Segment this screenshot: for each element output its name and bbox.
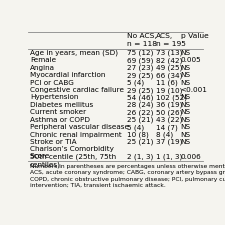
Text: NS: NS	[181, 72, 191, 78]
Text: 37 (19): 37 (19)	[156, 139, 183, 146]
Text: 36 (19): 36 (19)	[156, 102, 183, 108]
Text: NS: NS	[181, 132, 191, 137]
Text: 5 (4): 5 (4)	[127, 124, 144, 131]
Text: 54 (46): 54 (46)	[127, 94, 153, 101]
Text: 50 (26): 50 (26)	[156, 109, 183, 116]
Text: 66 (34): 66 (34)	[156, 72, 183, 79]
Text: 27 (23): 27 (23)	[127, 65, 153, 71]
Text: 19 (10): 19 (10)	[156, 87, 183, 94]
Text: NS: NS	[181, 139, 191, 145]
Text: 8 (4): 8 (4)	[156, 132, 173, 138]
Text: 0.005: 0.005	[181, 57, 201, 63]
Text: 73 (13): 73 (13)	[156, 50, 183, 56]
Text: NS: NS	[181, 50, 191, 56]
Text: Female: Female	[30, 57, 56, 63]
Text: Current smoker: Current smoker	[30, 109, 86, 115]
Text: NS: NS	[181, 109, 191, 115]
Text: 10 (8): 10 (8)	[127, 132, 148, 138]
Text: 82 (42): 82 (42)	[156, 57, 183, 64]
Text: 25 (21): 25 (21)	[127, 139, 153, 146]
Text: 102 (52): 102 (52)	[156, 94, 187, 101]
Text: <0.001: <0.001	[181, 87, 208, 93]
Text: 11 (6): 11 (6)	[156, 80, 178, 86]
Text: NS: NS	[181, 117, 191, 123]
Text: NS: NS	[181, 94, 191, 100]
Text: 28 (24): 28 (24)	[127, 102, 153, 108]
Text: 5 (4): 5 (4)	[127, 80, 144, 86]
Text: 69 (59): 69 (59)	[127, 57, 153, 64]
Text: Angina: Angina	[30, 65, 55, 71]
Text: Peripheral vascular disease: Peripheral vascular disease	[30, 124, 129, 130]
Text: 29 (25): 29 (25)	[127, 87, 153, 94]
Text: 14 (7): 14 (7)	[156, 124, 178, 131]
Text: PCI or CABG: PCI or CABG	[30, 80, 74, 86]
Text: 75 (12): 75 (12)	[127, 50, 153, 56]
Text: Charlson’s Comorbidity
Score: Charlson’s Comorbidity Score	[30, 146, 114, 160]
Text: p Value: p Value	[181, 33, 208, 39]
Text: Hypertension: Hypertension	[30, 94, 78, 100]
Text: 1 (1, 3): 1 (1, 3)	[156, 154, 182, 160]
Text: 50th centile (25th, 75th
centiles): 50th centile (25th, 75th centiles)	[30, 154, 116, 168]
Text: 49 (25): 49 (25)	[156, 65, 183, 71]
Text: Chronic renal impairment: Chronic renal impairment	[30, 132, 122, 137]
Text: No ACS,
n = 118: No ACS, n = 118	[127, 33, 157, 47]
Text: Age in years, mean (SD): Age in years, mean (SD)	[30, 50, 118, 56]
Text: NS: NS	[181, 65, 191, 71]
Text: 25 (21): 25 (21)	[127, 117, 153, 123]
Text: 2 (1, 3): 2 (1, 3)	[127, 154, 153, 160]
Text: Diabetes mellitus: Diabetes mellitus	[30, 102, 93, 108]
Text: Numbers in parentheses are percentages unless otherwise mentioned
ACS, acute cor: Numbers in parentheses are percentages u…	[30, 164, 225, 188]
Text: NS: NS	[181, 124, 191, 130]
Text: Stroke or TIA: Stroke or TIA	[30, 139, 76, 145]
Text: 26 (22): 26 (22)	[127, 109, 153, 116]
Text: NS: NS	[181, 102, 191, 108]
Text: 43 (22): 43 (22)	[156, 117, 183, 123]
Text: NS: NS	[181, 80, 191, 86]
Text: Myocardial infarction: Myocardial infarction	[30, 72, 105, 78]
Text: 0.006: 0.006	[181, 154, 201, 160]
Text: Asthma or COPD: Asthma or COPD	[30, 117, 90, 123]
Text: Congestive cardiac failure: Congestive cardiac failure	[30, 87, 124, 93]
Text: ACS,
n = 195: ACS, n = 195	[156, 33, 186, 47]
Text: 29 (25): 29 (25)	[127, 72, 153, 79]
